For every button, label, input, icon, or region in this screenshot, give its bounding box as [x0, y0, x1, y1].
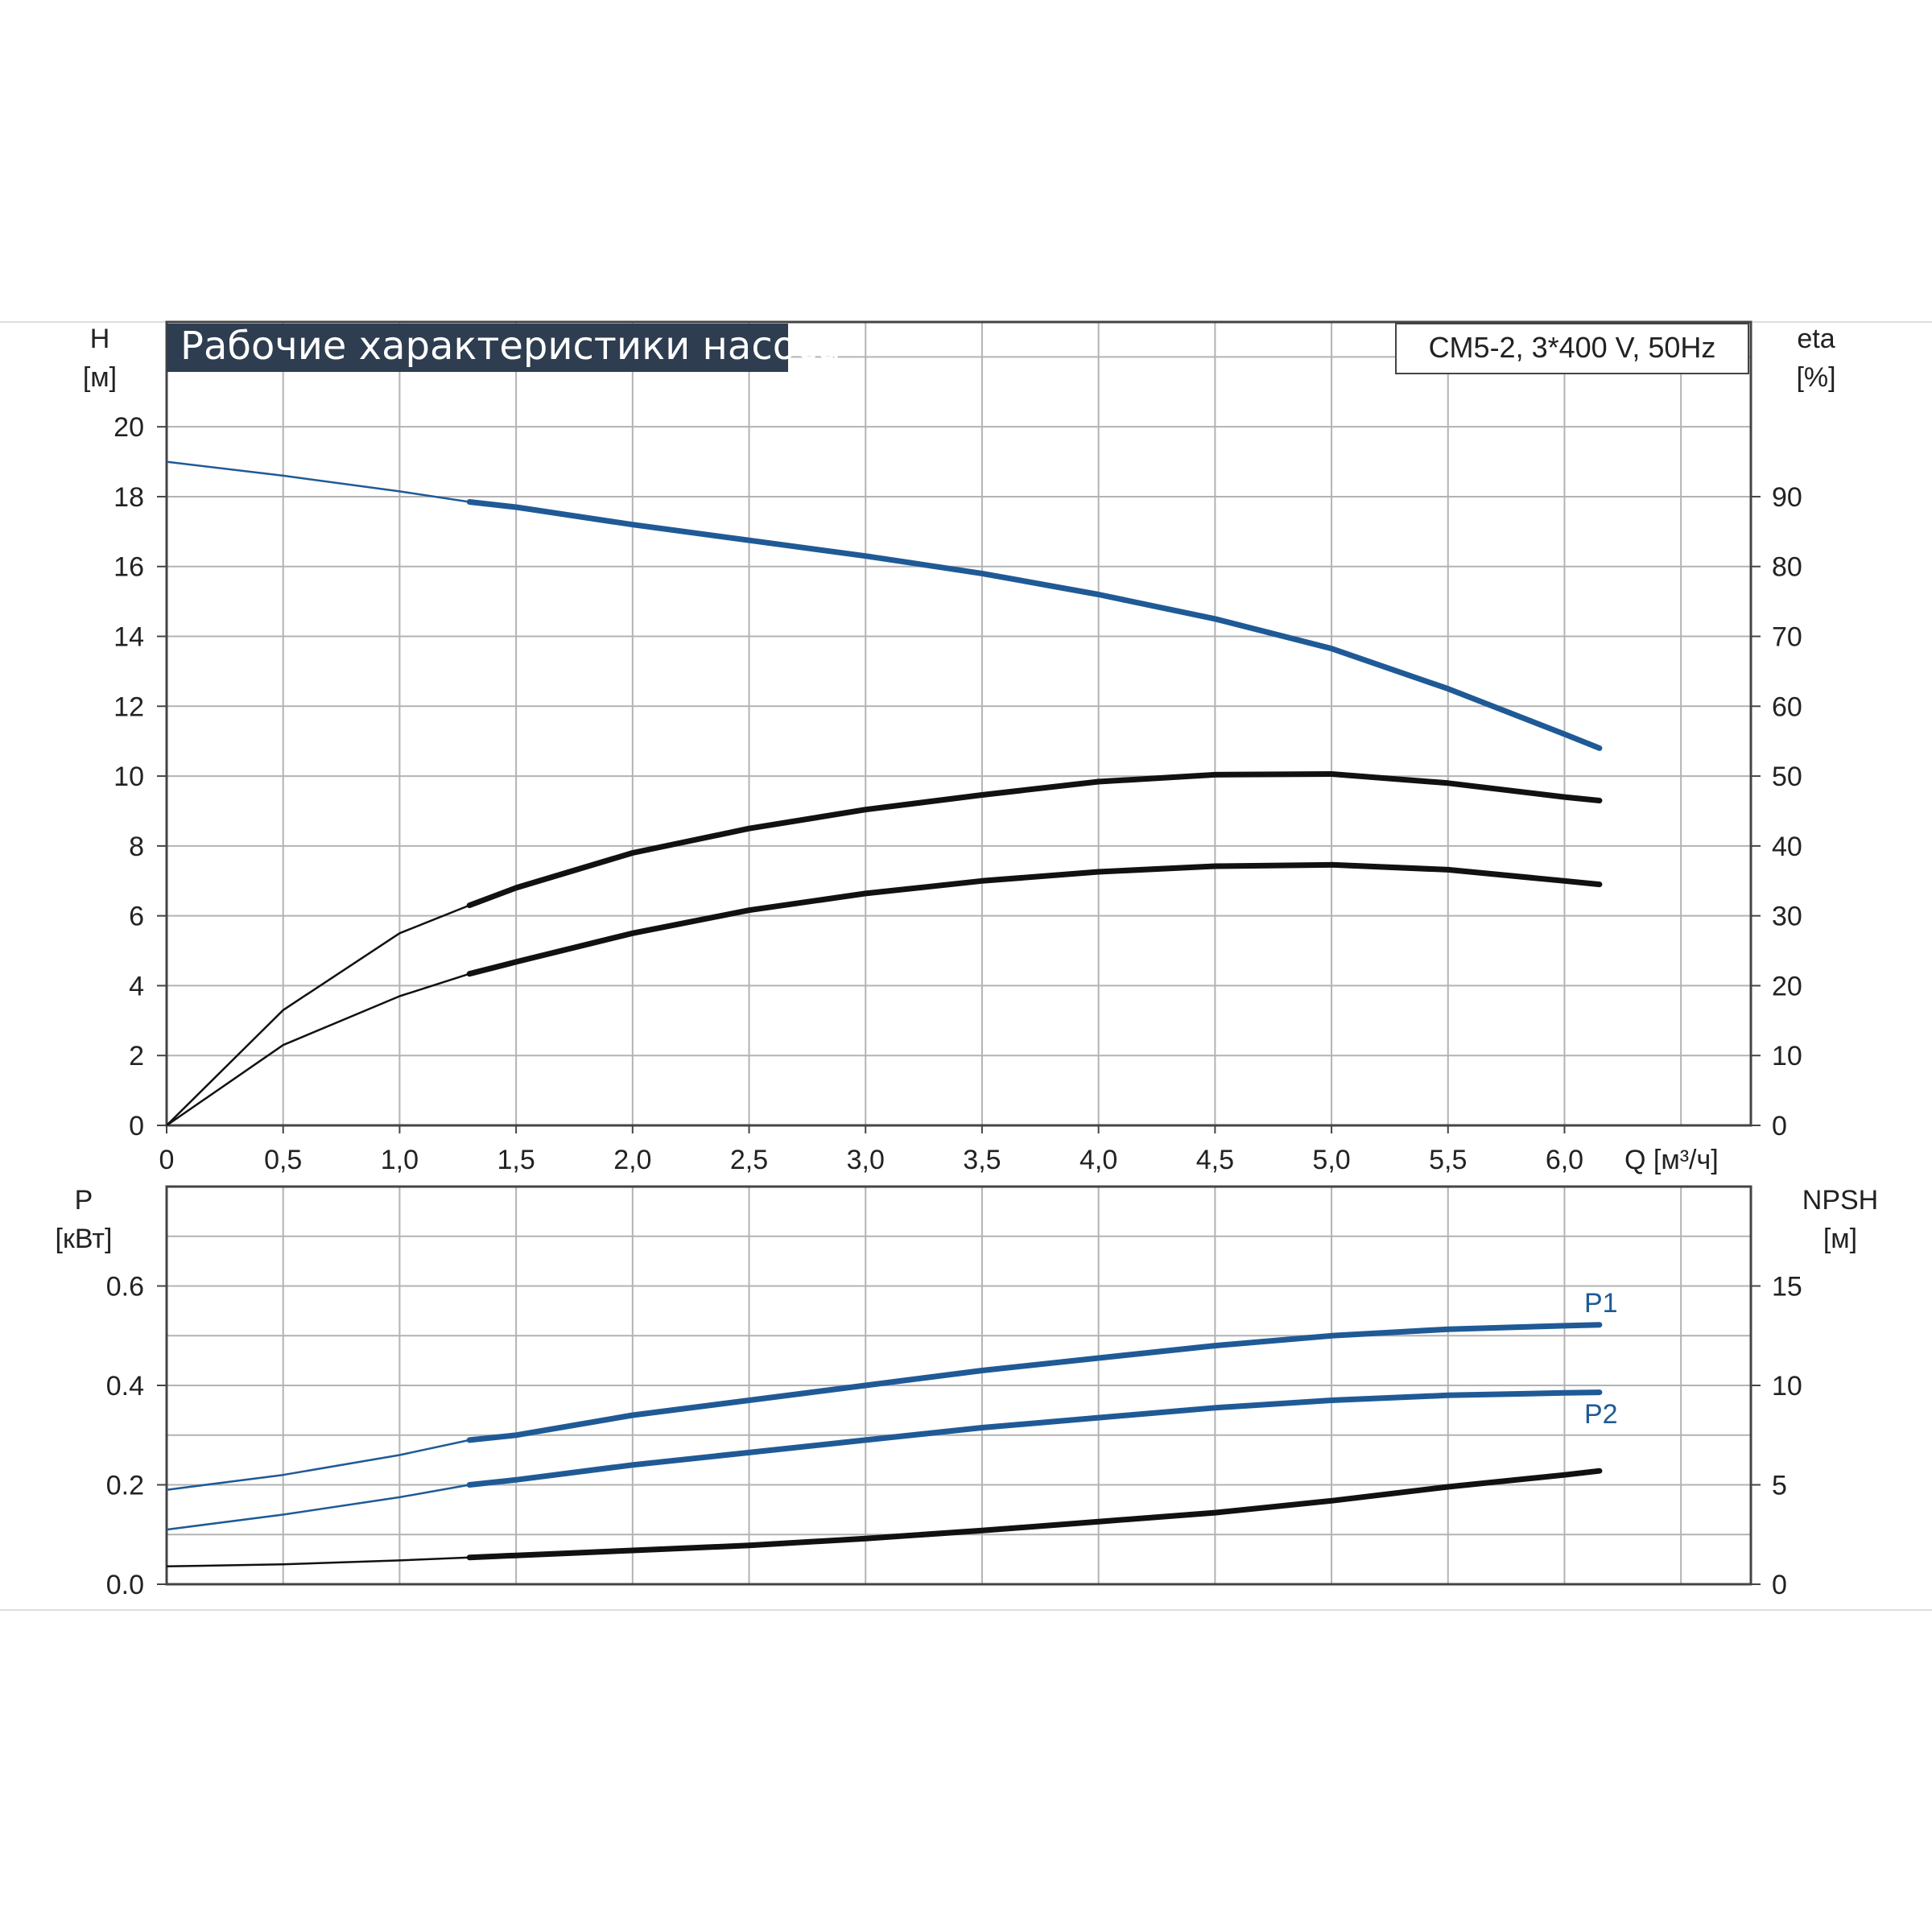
- bottom-y-right-tick-label: 10: [1772, 1371, 1802, 1402]
- top-panel-frame: [165, 320, 1752, 1127]
- eta-curve-extrapolated: [166, 904, 470, 1126]
- series-2-curve-extrapolated: [166, 972, 470, 1127]
- top-y-left-tick-label: 12: [114, 691, 144, 722]
- top-y-left-tick-label: 6: [129, 902, 144, 932]
- bottom-panel-ticks: 0.0 0.2 0.4 0.6 0 5 10 15: [106, 1272, 1802, 1601]
- top-y-left-tick-label: 18: [114, 482, 144, 513]
- top-y-left-unit: [м]: [83, 362, 117, 393]
- chart-title: Рабочие характеристики насоса: [180, 324, 841, 369]
- x-tick-label: 1,5: [497, 1145, 535, 1175]
- model-box: [1395, 323, 1749, 374]
- top-y-right-tick-label: 80: [1772, 552, 1802, 583]
- bottom-panel-grid: [167, 1187, 1751, 1584]
- top-y-left-tick-label: 8: [129, 832, 144, 862]
- top-y-left-tick-label: 20: [114, 412, 144, 443]
- bottom-panel-curves: [166, 1322, 1603, 1568]
- top-y-right-tick-label: 10: [1772, 1041, 1802, 1071]
- x-tick-label: 0,5: [264, 1145, 302, 1175]
- top-y-left-label: H: [90, 324, 110, 354]
- top-y-left-tick-label: 16: [114, 552, 144, 583]
- x-tick-label: 2,0: [613, 1145, 651, 1175]
- top-y-left-tick-label: 0: [129, 1111, 144, 1141]
- x-tick-label: 4,5: [1196, 1145, 1234, 1175]
- bottom-y-left-tick-label: 0.6: [106, 1272, 144, 1302]
- top-panel-grid: [167, 322, 1751, 1125]
- top-y-right-tick-label: 50: [1772, 762, 1802, 792]
- title-background: [167, 324, 788, 372]
- p2-curve-extrapolated: [166, 1484, 470, 1531]
- top-y-right-tick-label: 70: [1772, 622, 1802, 653]
- x-tick-label: 4,0: [1080, 1145, 1117, 1175]
- bottom-y-right-tick-label: 5: [1772, 1471, 1787, 1501]
- top-y-left-tick-label: 14: [114, 622, 144, 653]
- npsh-curve: [466, 1468, 1603, 1561]
- top-y-right-tick-label: 90: [1772, 482, 1802, 513]
- top-y-right-tick-label: 60: [1772, 691, 1802, 722]
- top-panel-ticks: 0 2 4 6 8 10 12 14 16 18 20 0 10 20 30 40 50 60 70 80 90 0 0,5…: [114, 412, 1802, 1175]
- top-y-right-tick-label: 20: [1772, 971, 1802, 1001]
- h-curve: [466, 499, 1603, 751]
- x-axis-label: Q [м³/ч]: [1624, 1145, 1719, 1175]
- top-y-right-label: eta: [1797, 324, 1835, 354]
- bottom-y-left-tick-label: 0.4: [106, 1371, 144, 1402]
- bottom-y-left-tick-label: 0.0: [106, 1570, 144, 1600]
- x-tick-label: 2,5: [730, 1145, 768, 1175]
- top-y-right-tick-label: 30: [1772, 902, 1802, 932]
- x-tick-label: 0: [159, 1145, 175, 1175]
- p2-curve: [466, 1389, 1603, 1488]
- top-y-left-tick-label: 4: [129, 971, 144, 1001]
- bottom-y-right-tick-label: 0: [1772, 1570, 1787, 1600]
- x-tick-label: 5,5: [1429, 1145, 1467, 1175]
- series-2-curve: [466, 861, 1603, 977]
- p1-curve-extrapolated: [166, 1439, 470, 1491]
- model-label: CM5-2, 3*400 V, 50Hz: [1429, 331, 1716, 364]
- top-y-right-tick-label: 0: [1772, 1111, 1787, 1141]
- p1-curve-label: P1: [1584, 1288, 1618, 1319]
- p1-curve: [466, 1322, 1603, 1443]
- bottom-y-left-unit: [кВт]: [56, 1224, 113, 1254]
- top-y-left-tick-label: 2: [129, 1041, 144, 1071]
- x-tick-label: 3,0: [847, 1145, 885, 1175]
- bottom-y-right-label: NPSH: [1802, 1185, 1878, 1216]
- eta-curve: [466, 771, 1603, 909]
- bottom-y-left-tick-label: 0.2: [106, 1471, 144, 1501]
- x-tick-label: 3,5: [963, 1145, 1001, 1175]
- p2-curve-label: P2: [1584, 1399, 1618, 1430]
- h-curve-extrapolated: [166, 460, 470, 503]
- x-tick-label: 6,0: [1546, 1145, 1583, 1175]
- npsh-curve-extrapolated: [166, 1556, 470, 1568]
- top-y-right-unit: [%]: [1796, 362, 1835, 393]
- x-tick-label: 1,0: [381, 1145, 419, 1175]
- x-tick-label: 5,0: [1312, 1145, 1350, 1175]
- bottom-y-right-tick-label: 15: [1772, 1272, 1802, 1302]
- bottom-y-right-unit: [м]: [1823, 1224, 1857, 1254]
- top-y-left-tick-label: 10: [114, 762, 144, 792]
- top-panel-curves: [166, 460, 1603, 1127]
- bottom-y-left-label: P: [75, 1185, 93, 1216]
- top-y-right-tick-label: 40: [1772, 832, 1802, 862]
